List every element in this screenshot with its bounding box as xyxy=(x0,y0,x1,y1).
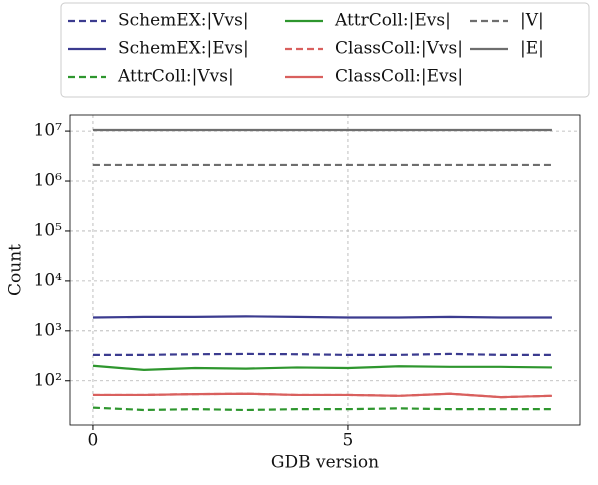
legend-label: AttrColl:|Vvs| xyxy=(117,67,234,87)
x-axis-label: GDB version xyxy=(271,453,379,473)
y-tick-label: 10² xyxy=(34,370,62,390)
y-tick-label: 10⁶ xyxy=(34,171,63,191)
y-tick-label: 10³ xyxy=(34,320,62,340)
plot-frame xyxy=(69,114,581,426)
x-tick-label: 0 xyxy=(88,431,99,451)
y-axis-label: Count xyxy=(6,244,26,296)
legend-label: |E| xyxy=(520,39,544,59)
legend-box xyxy=(60,2,590,98)
legend-label: ClassColl:|Vvs| xyxy=(335,39,463,59)
series-line xyxy=(92,352,552,356)
legend-label: SchemEX:|Vvs| xyxy=(118,11,249,31)
legend-label: ClassColl:|Evs| xyxy=(335,67,463,87)
legend-label: |V| xyxy=(520,11,544,31)
y-tick-label: 10⁷ xyxy=(34,121,63,141)
legend-label: AttrColl:|Evs| xyxy=(334,11,451,31)
y-tick-label: 10⁴ xyxy=(34,270,63,290)
series-line xyxy=(92,364,552,371)
series-line xyxy=(92,315,552,319)
series-line xyxy=(92,406,552,412)
x-tick-label: 5 xyxy=(343,431,354,451)
series-line xyxy=(92,392,552,399)
legend-label: SchemEX:|Evs| xyxy=(118,39,249,59)
y-tick-label: 10⁵ xyxy=(34,220,63,240)
